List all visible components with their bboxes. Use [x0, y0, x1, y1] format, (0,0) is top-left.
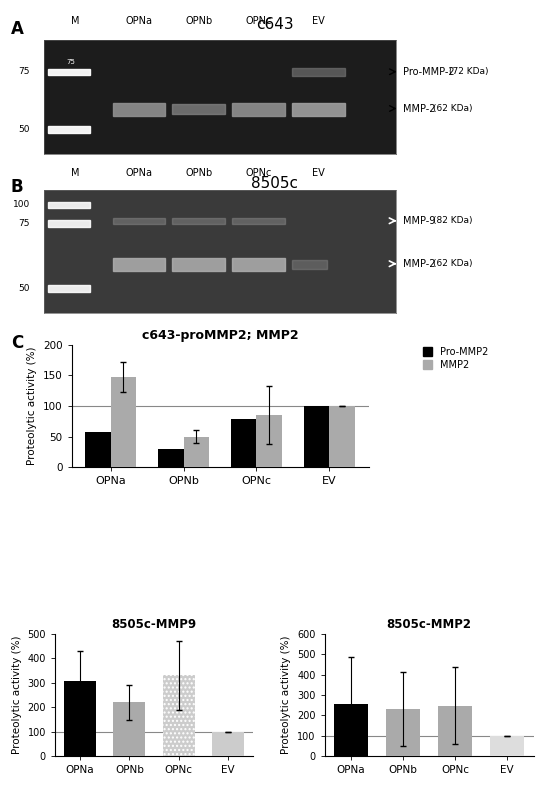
- Text: C: C: [11, 334, 23, 352]
- Bar: [334, 704, 368, 756]
- Text: M: M: [72, 16, 80, 26]
- Text: A: A: [11, 20, 24, 38]
- Text: OPNc: OPNc: [245, 16, 272, 26]
- Text: EV: EV: [312, 16, 325, 26]
- Text: OPNa: OPNa: [125, 16, 152, 26]
- Bar: [304, 406, 329, 467]
- Y-axis label: Proteolytic activity (%): Proteolytic activity (%): [12, 636, 22, 754]
- Bar: [184, 436, 209, 467]
- Bar: [173, 257, 225, 271]
- Y-axis label: Proteolytic activity (%): Proteolytic activity (%): [27, 347, 37, 465]
- Bar: [163, 676, 195, 756]
- Bar: [113, 103, 166, 116]
- Text: B: B: [11, 178, 24, 196]
- Bar: [111, 377, 136, 467]
- Text: (62 KDa): (62 KDa): [433, 259, 472, 268]
- Text: 100: 100: [13, 200, 30, 209]
- Text: MMP-2: MMP-2: [403, 104, 436, 113]
- Text: (62 KDa): (62 KDa): [433, 104, 472, 113]
- Text: 8505c: 8505c: [251, 176, 299, 191]
- Text: MMP-2: MMP-2: [403, 259, 436, 268]
- Text: 75: 75: [18, 219, 30, 228]
- Text: 75: 75: [66, 59, 75, 65]
- Bar: [85, 432, 111, 467]
- Text: EV: EV: [312, 168, 325, 178]
- Text: OPNb: OPNb: [185, 16, 212, 26]
- Bar: [47, 202, 90, 208]
- Bar: [64, 681, 96, 756]
- Bar: [47, 69, 90, 75]
- Text: OPNb: OPNb: [185, 168, 212, 178]
- Bar: [231, 419, 256, 467]
- Bar: [438, 706, 472, 756]
- Bar: [490, 736, 524, 756]
- Bar: [158, 449, 184, 467]
- Bar: [292, 68, 345, 76]
- Bar: [292, 260, 327, 268]
- Bar: [47, 285, 90, 292]
- Y-axis label: Proteolytic activity (%): Proteolytic activity (%): [282, 636, 292, 754]
- Bar: [212, 732, 244, 756]
- Text: (82 KDa): (82 KDa): [433, 216, 472, 225]
- Bar: [47, 126, 90, 132]
- Bar: [232, 218, 285, 224]
- Bar: [292, 103, 345, 116]
- Bar: [113, 257, 166, 271]
- Text: 75: 75: [18, 67, 30, 76]
- Text: c643: c643: [256, 17, 294, 32]
- Bar: [329, 406, 355, 467]
- Text: MMP-9: MMP-9: [403, 215, 436, 226]
- Bar: [386, 710, 420, 756]
- Title: 8505c-MMP2: 8505c-MMP2: [387, 618, 471, 631]
- Text: M: M: [72, 168, 80, 178]
- Text: OPNc: OPNc: [245, 168, 272, 178]
- Bar: [256, 415, 282, 467]
- Bar: [232, 103, 285, 116]
- Bar: [113, 703, 145, 756]
- Bar: [173, 104, 225, 114]
- Text: 50: 50: [18, 124, 30, 134]
- Bar: [232, 257, 285, 271]
- Bar: [173, 218, 225, 224]
- Title: c643-proMMP2; MMP2: c643-proMMP2; MMP2: [142, 329, 298, 342]
- Legend: Pro-MMP2, MMP2: Pro-MMP2, MMP2: [422, 347, 488, 370]
- Text: (72 KDa): (72 KDa): [449, 67, 488, 76]
- Bar: [113, 218, 166, 224]
- Bar: [47, 220, 90, 227]
- Text: OPNa: OPNa: [125, 168, 152, 178]
- Title: 8505c-MMP9: 8505c-MMP9: [112, 618, 196, 631]
- Text: 50: 50: [18, 284, 30, 293]
- Text: Pro-MMP-2: Pro-MMP-2: [403, 67, 455, 77]
